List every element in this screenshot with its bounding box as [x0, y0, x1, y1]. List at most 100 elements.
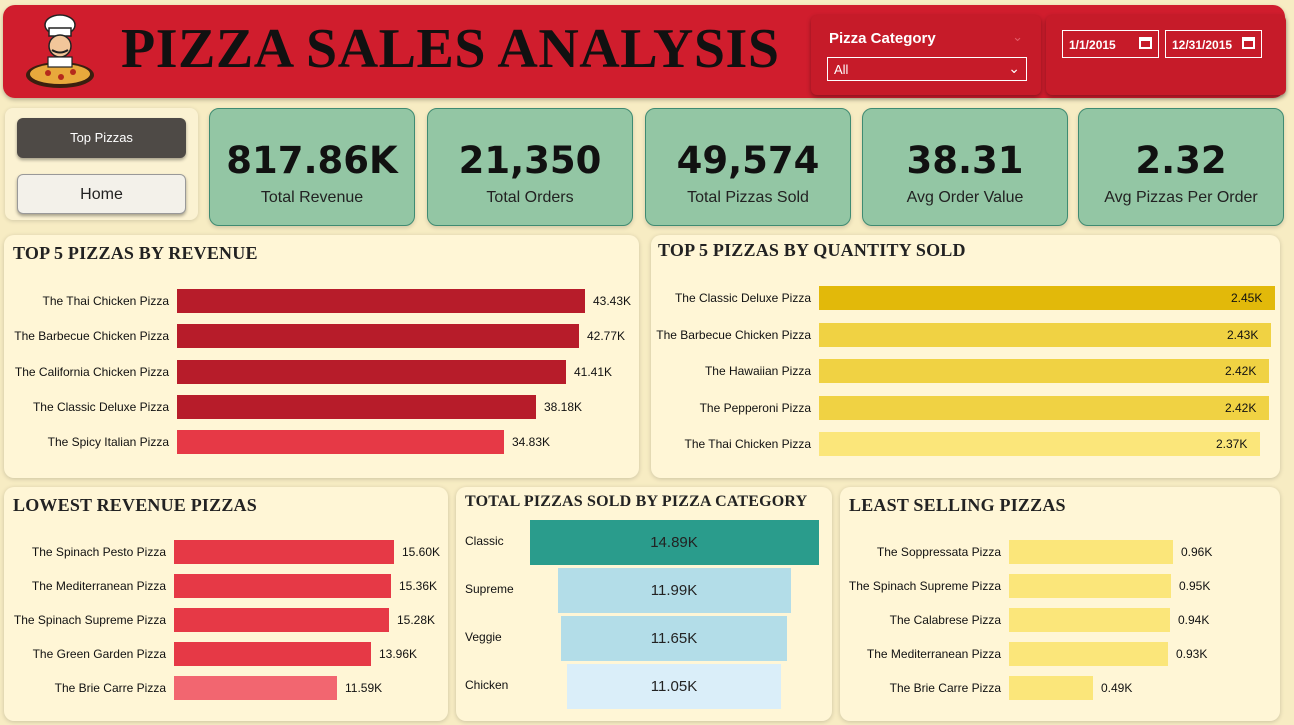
- bar-value-label: 0.96K: [1181, 545, 1213, 559]
- kpi-value: 2.32: [1135, 139, 1227, 182]
- bar[interactable]: [819, 395, 1269, 420]
- bar-row[interactable]: The California Chicken Pizza 41.41K: [15, 359, 612, 384]
- end-date-value: 12/31/2015: [1172, 38, 1233, 52]
- bar-row[interactable]: The Barbecue Chicken Pizza 42.77K: [14, 324, 625, 349]
- kpi-label: Avg Pizzas Per Order: [1104, 189, 1258, 206]
- bar[interactable]: [177, 430, 504, 455]
- bar[interactable]: [174, 676, 337, 700]
- bar[interactable]: [177, 394, 536, 419]
- bar-row[interactable]: The Pepperoni Pizza 2.42K: [700, 395, 1275, 420]
- funnel-bar[interactable]: 11.65K: [561, 616, 787, 661]
- kpi-card-total-pizzas-sold: 49,574 Total Pizzas Sold: [645, 108, 851, 226]
- bar-row[interactable]: The Barbecue Chicken Pizza 2.43K: [656, 322, 1275, 347]
- bar[interactable]: [177, 324, 579, 349]
- bar[interactable]: [819, 432, 1260, 457]
- bar[interactable]: [174, 642, 371, 666]
- navigation-panel: Top Pizzas Home: [5, 108, 198, 220]
- bar-value-label: 43.43K: [593, 294, 632, 308]
- funnel-value-label: 11.99K: [650, 582, 698, 599]
- bar[interactable]: [174, 608, 389, 632]
- bar-row[interactable]: The Spinach Supreme Pizza 15.28K: [14, 608, 435, 632]
- funnel-row[interactable]: Classic 14.89K: [456, 520, 832, 565]
- bar-value-label: 0.49K: [1101, 681, 1133, 695]
- end-date-input[interactable]: 12/31/2015: [1165, 30, 1262, 58]
- bar-value-label: 0.95K: [1179, 579, 1211, 593]
- bar-row[interactable]: The Spinach Supreme Pizza 0.95K: [849, 574, 1210, 598]
- bar-value-label: 34.83K: [512, 435, 551, 450]
- bar[interactable]: [1009, 642, 1168, 666]
- bar-value-label: 0.93K: [1176, 647, 1208, 661]
- funnel-row[interactable]: Chicken 11.05K: [456, 664, 832, 709]
- bar-row[interactable]: The Mediterranean Pizza 15.36K: [32, 574, 437, 598]
- bar[interactable]: [174, 540, 394, 564]
- panel-title: LEAST SELLING PIZZAS: [849, 495, 1066, 515]
- calendar-icon[interactable]: [1242, 37, 1255, 49]
- bar-row[interactable]: The Classic Deluxe Pizza 38.18K: [33, 394, 585, 419]
- bar-value-label: 38.18K: [544, 399, 583, 414]
- start-date-value: 1/1/2015: [1069, 38, 1116, 52]
- kpi-card-total-orders: 21,350 Total Orders: [427, 108, 633, 226]
- bar-row[interactable]: The Brie Carre Pizza 11.59K: [55, 676, 394, 700]
- bar-label: The Hawaiian Pizza: [704, 364, 811, 379]
- bar-value-label: 11.59K: [345, 681, 383, 695]
- bar[interactable]: [177, 289, 585, 313]
- bar-row[interactable]: The Spinach Pesto Pizza 15.60K: [32, 540, 440, 564]
- bar[interactable]: [1009, 540, 1173, 564]
- kpi-value: 38.31: [906, 139, 1024, 182]
- bar-row[interactable]: The Hawaiian Pizza 2.42K: [705, 359, 1275, 384]
- start-date-input[interactable]: 1/1/2015: [1062, 30, 1159, 58]
- bar-label: The Spinach Pesto Pizza: [31, 545, 166, 559]
- bar-value-label: 41.41K: [574, 364, 613, 379]
- bar-row[interactable]: The Brie Carre Pizza 0.49K: [890, 676, 1173, 700]
- bar-row[interactable]: The Green Garden Pizza 13.96K: [33, 642, 417, 666]
- bar-label: The California Chicken Pizza: [14, 364, 169, 379]
- bar-row[interactable]: The Calabrese Pizza 0.94K: [890, 608, 1209, 632]
- chevron-down-icon: ⌄: [1008, 60, 1020, 76]
- bar-row[interactable]: The Classic Deluxe Pizza 2.45K: [675, 286, 1275, 310]
- bar-label: The Barbecue Chicken Pizza: [14, 329, 169, 344]
- funnel-row[interactable]: Supreme 11.99K: [456, 568, 832, 613]
- funnel-row[interactable]: Veggie 11.65K: [456, 616, 832, 661]
- bar[interactable]: [177, 359, 566, 384]
- funnel-value-label: 14.89K: [650, 534, 698, 551]
- bar-value-label: 2.42K: [1225, 400, 1257, 415]
- bar-row[interactable]: The Mediterranean Pizza 0.93K: [867, 642, 1207, 666]
- bar[interactable]: [1009, 608, 1170, 632]
- funnel-bar[interactable]: 14.89K: [529, 520, 819, 565]
- dropdown-value: All: [834, 62, 849, 77]
- bar-label: The Classic Deluxe Pizza: [674, 291, 811, 305]
- bar-label: The Mediterranean Pizza: [866, 647, 1001, 661]
- panel-title: TOTAL PIZZAS SOLD BY PIZZA CATEGORY: [465, 493, 808, 510]
- slicer-label: Pizza Category: [829, 30, 936, 47]
- least-selling-chart-panel: LEAST SELLING PIZZAS The Soppressata Piz…: [840, 487, 1280, 721]
- bar-label: The Spinach Supreme Pizza: [13, 613, 166, 627]
- home-button[interactable]: Home: [17, 174, 186, 214]
- category-dropdown[interactable]: All ⌄: [827, 57, 1027, 81]
- bar-row[interactable]: The Thai Chicken Pizza 2.37K: [684, 432, 1275, 457]
- kpi-card-avg-order-value: 38.31 Avg Order Value: [862, 108, 1068, 226]
- chevron-down-icon[interactable]: ⌄: [1012, 29, 1023, 44]
- bar[interactable]: [819, 322, 1271, 347]
- bar[interactable]: [819, 359, 1269, 384]
- bar[interactable]: [174, 574, 391, 598]
- calendar-icon[interactable]: [1139, 37, 1152, 49]
- funnel-bar[interactable]: 11.05K: [567, 664, 781, 709]
- bar[interactable]: [819, 286, 1275, 310]
- bar-value-label: 15.60K: [402, 545, 441, 559]
- category-funnel-chart-panel: TOTAL PIZZAS SOLD BY PIZZA CATEGORY Clas…: [456, 487, 832, 721]
- funnel-bar[interactable]: 11.99K: [557, 568, 791, 613]
- bar-label: The Soppressata Pizza: [876, 545, 1001, 559]
- bar-row[interactable]: The Spicy Italian Pizza 34.83K: [48, 430, 585, 455]
- date-range-slicer: 1/1/2015 12/31/2015: [1046, 15, 1286, 95]
- bar[interactable]: [1009, 574, 1171, 598]
- funnel-value-label: 11.05K: [650, 678, 698, 695]
- bar-label: The Spinach Supreme Pizza: [848, 579, 1001, 593]
- top-pizzas-button[interactable]: Top Pizzas: [17, 118, 186, 158]
- bar-row[interactable]: The Thai Chicken Pizza 43.43K: [42, 289, 631, 313]
- kpi-card-avg-pizzas-per-order: 2.32 Avg Pizzas Per Order: [1078, 108, 1284, 226]
- bar-row[interactable]: The Soppressata Pizza 0.96K: [877, 540, 1212, 564]
- bar[interactable]: [1009, 676, 1093, 700]
- kpi-value: 49,574: [676, 139, 820, 182]
- kpi-label: Total Pizzas Sold: [687, 189, 809, 206]
- top-quantity-chart-panel: TOP 5 PIZZAS BY QUANTITY SOLD The Classi…: [651, 235, 1280, 478]
